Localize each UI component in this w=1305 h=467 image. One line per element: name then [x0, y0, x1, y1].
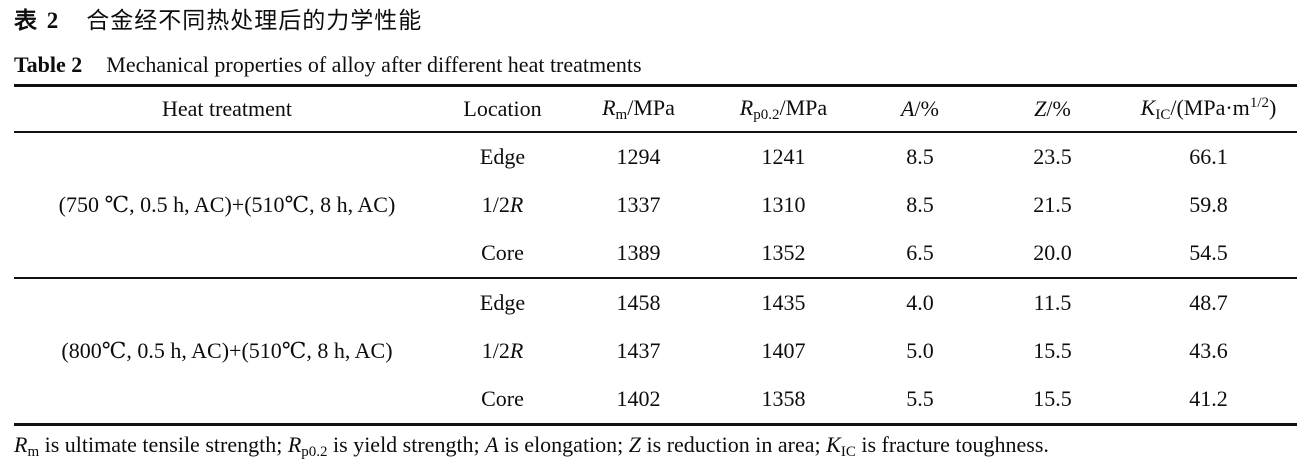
header-row: Heat treatment Location Rm/MPa Rp0.2/MPa… — [14, 85, 1297, 133]
mechanical-properties-table: Heat treatment Location Rm/MPa Rp0.2/MPa… — [14, 84, 1297, 426]
reduction-cell: 23.5 — [1033, 144, 1072, 169]
elongation-cell: 5.0 — [906, 338, 934, 363]
col-header-rp02: Rp0.2/MPa — [712, 85, 855, 133]
table-row: 1/2R 1437 1407 5.0 15.5 43.6 — [14, 327, 1297, 375]
kic-cell: 66.1 — [1189, 144, 1228, 169]
kic-cell: 43.6 — [1189, 338, 1228, 363]
location-cell: Edge — [440, 277, 565, 327]
col-header-heat-treatment: Heat treatment — [14, 85, 440, 133]
table-footnote: Rm is ultimate tensile strength; Rp0.2 i… — [14, 432, 1049, 460]
elongation-cell: 8.5 — [906, 144, 934, 169]
rp02-cell: 1407 — [761, 338, 806, 363]
table-caption-zh: 表 2 合金经不同热处理后的力学性能 — [14, 6, 422, 36]
rp02-cell: 1352 — [761, 240, 806, 265]
kic-cell: 48.7 — [1120, 277, 1297, 327]
table-caption-en: Table 2 Mechanical properties of alloy af… — [14, 50, 642, 80]
table-caption-zh-text: 合金经不同热处理后的力学性能 — [86, 8, 423, 33]
elongation-cell: 8.5 — [906, 192, 934, 217]
rm-cell: 1437 — [616, 338, 661, 363]
group-750: (750 ℃, 0.5 h, AC)+(510℃, 8 h, AC) Edge … — [14, 132, 1297, 278]
kic-cell: 41.2 — [1189, 386, 1228, 411]
kic-cell: 59.8 — [1189, 192, 1228, 217]
rm-cell: 1337 — [616, 192, 661, 217]
table-caption-en-label: Table 2 — [14, 52, 83, 77]
reduction-cell: 15.5 — [1033, 338, 1072, 363]
rp02-cell: 1241 — [761, 144, 806, 169]
rp02-cell: 1310 — [761, 192, 806, 217]
table-row: (800℃, 0.5 h, AC)+(510℃, 8 h, AC) Edge 1… — [14, 277, 1297, 425]
rp02-cell: 1435 — [712, 277, 855, 327]
col-header-location: Location — [440, 85, 565, 133]
elongation-cell: 4.0 — [855, 277, 985, 327]
heat-treatment-cell: (800℃, 0.5 h, AC)+(510℃, 8 h, AC) — [14, 277, 440, 425]
reduction-cell: 11.5 — [985, 277, 1120, 327]
col-header-rm: Rm/MPa — [565, 85, 712, 133]
elongation-cell: 5.5 — [906, 386, 934, 411]
elongation-cell: 6.5 — [906, 240, 934, 265]
location-cell: 1/2R — [481, 338, 524, 363]
reduction-cell: 20.0 — [1033, 240, 1072, 265]
kic-cell: 54.5 — [1189, 240, 1228, 265]
location-cell: Core — [481, 386, 524, 411]
table-row: Core 1389 1352 6.5 20.0 54.5 — [14, 229, 1297, 278]
table-row: (750 ℃, 0.5 h, AC)+(510℃, 8 h, AC) Edge … — [14, 132, 1297, 217]
group-800: (800℃, 0.5 h, AC)+(510℃, 8 h, AC) Edge 1… — [14, 277, 1297, 425]
table-row: 1/2R 1337 1310 8.5 21.5 59.8 — [14, 181, 1297, 229]
location-cell: Core — [481, 240, 524, 265]
col-header-reduction: Z/% — [985, 85, 1120, 133]
table-caption-zh-label: 表 2 — [14, 8, 61, 33]
reduction-cell: 15.5 — [1033, 386, 1072, 411]
rp02-cell: 1358 — [761, 386, 806, 411]
location-cell: 1/2R — [481, 192, 524, 217]
heat-treatment-cell: (750 ℃, 0.5 h, AC)+(510℃, 8 h, AC) — [58, 192, 396, 217]
rm-cell: 1458 — [565, 277, 712, 327]
rm-cell: 1402 — [616, 386, 661, 411]
location-cell: Edge — [479, 144, 526, 169]
table-caption-en-text: Mechanical properties of alloy after dif… — [106, 52, 642, 77]
col-header-kic: KIC/(MPa·m1/2) — [1120, 85, 1297, 133]
reduction-cell: 21.5 — [1033, 192, 1072, 217]
table-row: Core 1402 1358 5.5 15.5 41.2 — [14, 375, 1297, 425]
col-header-elongation: A/% — [855, 85, 985, 133]
rm-cell: 1294 — [616, 144, 661, 169]
rm-cell: 1389 — [616, 240, 661, 265]
